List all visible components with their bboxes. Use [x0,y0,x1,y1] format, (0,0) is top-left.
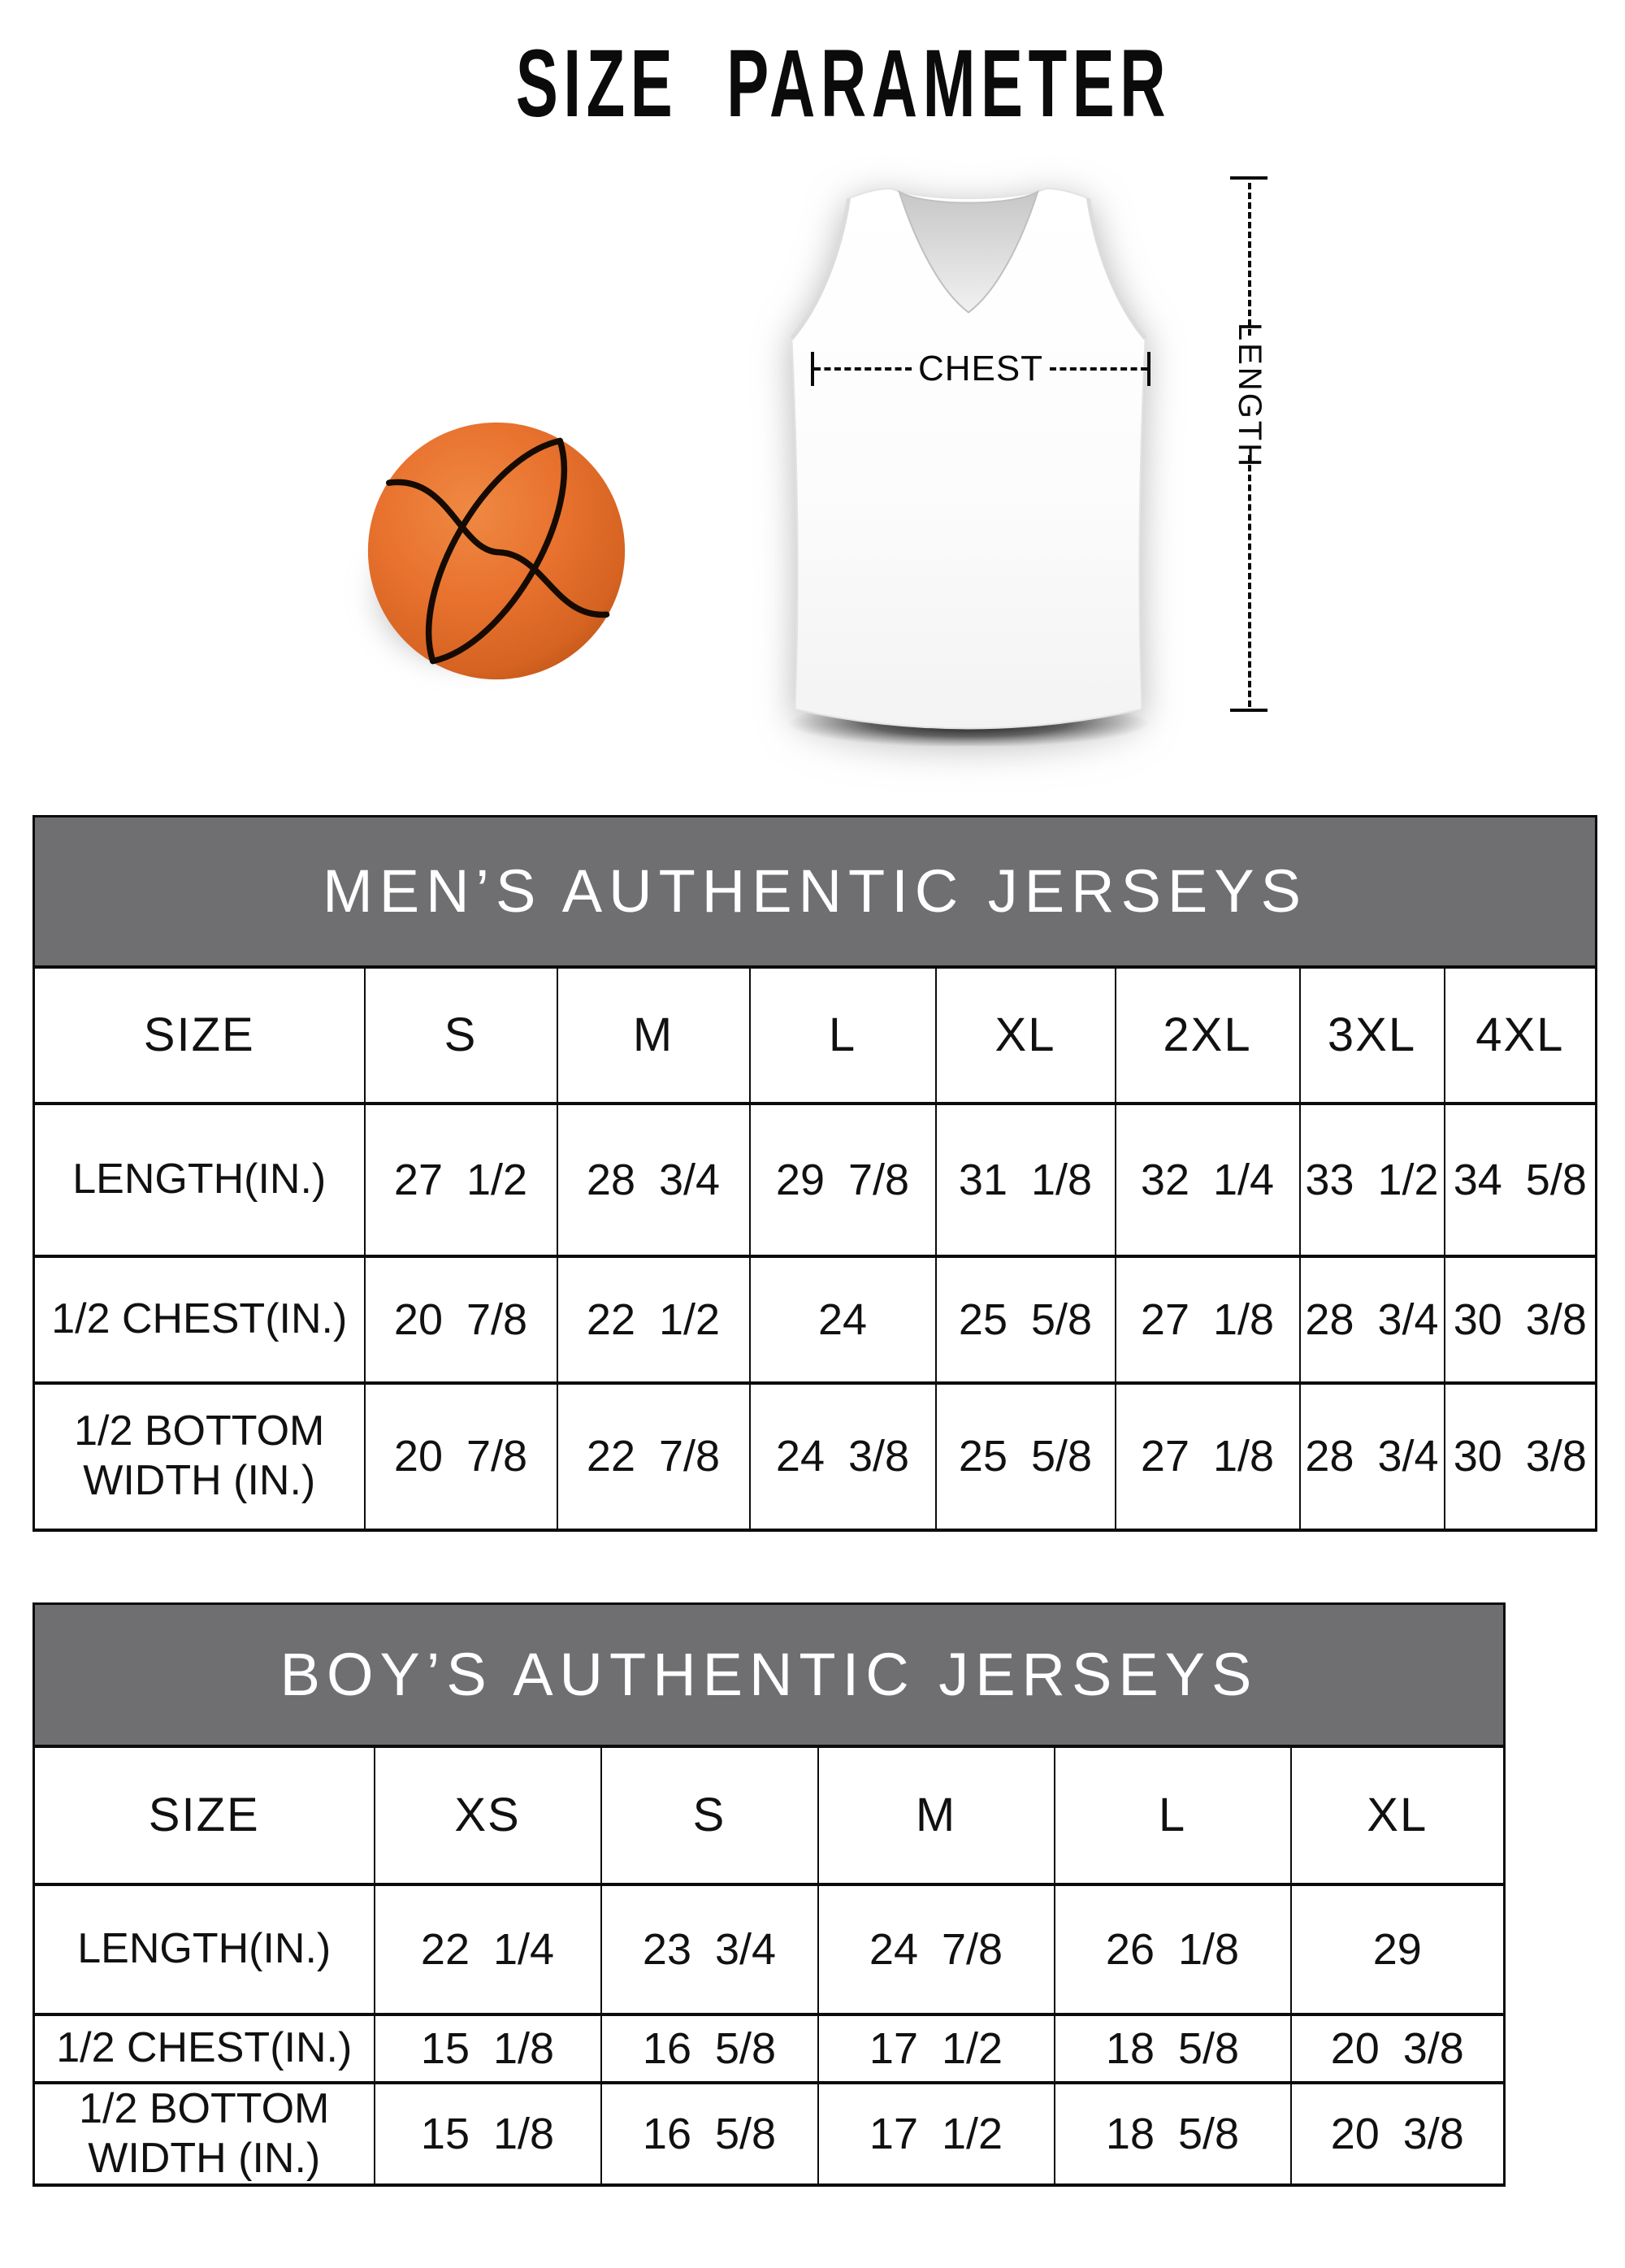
mens-table-title: MEN’S AUTHENTIC JERSEYS [323,856,1308,925]
value-cell: 30 3/8 [1443,1381,1597,1532]
value-cell: 20 7/8 [363,1254,558,1385]
jersey-image [787,188,1150,746]
value-cell: 28 3/4 [556,1101,751,1258]
value-cell: 29 7/8 [748,1101,937,1258]
value-cell: 15 1/8 [373,2012,602,2084]
chest-left-tick [811,352,814,386]
value-cell: 22 1/2 [556,1254,751,1385]
col-header-cell: M [556,965,751,1105]
row-label-cell: 1/2 CHEST(IN.) [32,2012,375,2084]
chest-right-tick [1147,352,1150,386]
col-header-cell: SIZE [32,965,366,1105]
value-cell: 18 5/8 [1053,2080,1292,2188]
table-row: 1/2 CHEST(IN.) 20 7/8 22 1/2 24 25 5/8 2… [32,1254,1597,1385]
boys-size-table: BOY’S AUTHENTIC JERSEYS SIZE XS S M L XL… [32,1602,1506,2188]
value-cell: 31 1/8 [934,1101,1116,1258]
value-cell: 20 7/8 [363,1381,558,1532]
col-header-cell: XL [1289,1744,1506,1886]
row-label-cell: LENGTH(IN.) [32,1882,375,2016]
value-cell: 20 3/8 [1289,2080,1506,2188]
value-cell: 24 3/8 [748,1381,937,1532]
row-label-cell: 1/2 BOTTOM WIDTH (IN.) [32,1381,366,1532]
value-cell: 15 1/8 [373,2080,602,2188]
col-header-cell: 4XL [1443,965,1597,1105]
length-bottom-tick [1230,709,1268,712]
table-row: LENGTH(IN.) 22 1/4 23 3/4 24 7/8 26 1/8 … [32,1882,1506,2016]
value-cell: 28 3/4 [1298,1254,1445,1385]
value-cell: 17 1/2 [817,2012,1055,2084]
table-row: 1/2 BOTTOM WIDTH (IN.) 15 1/8 16 5/8 17 … [32,2080,1506,2188]
value-cell: 22 7/8 [556,1381,751,1532]
value-cell: 25 5/8 [934,1381,1116,1532]
value-cell: 26 1/8 [1053,1882,1292,2016]
value-cell: 16 5/8 [600,2080,819,2188]
col-header-cell: L [1053,1744,1292,1886]
value-cell: 17 1/2 [817,2080,1055,2188]
row-label-cell: 1/2 CHEST(IN.) [32,1254,366,1385]
mens-table-caption: MEN’S AUTHENTIC JERSEYS [33,816,1597,969]
col-header-cell: S [600,1744,819,1886]
value-cell: 24 [748,1254,937,1385]
table-row: SIZE XS S M L XL [32,1744,1506,1886]
table-row: MEN’S AUTHENTIC JERSEYS [33,816,1597,969]
col-header-cell: SIZE [32,1744,375,1886]
length-dashed-line-bottom [1248,455,1251,707]
value-cell: 18 5/8 [1053,2012,1292,2084]
col-header-cell: L [748,965,937,1105]
value-cell: 23 3/4 [600,1882,819,2016]
col-header-cell: M [817,1744,1055,1886]
col-header-cell: XS [373,1744,602,1886]
col-header-cell: 3XL [1298,965,1445,1105]
basketball-image [367,422,626,680]
col-header-cell: S [363,965,558,1105]
length-top-tick [1230,176,1268,180]
table-row: 1/2 CHEST(IN.) 15 1/8 16 5/8 17 1/2 18 5… [32,2012,1506,2084]
chest-dashed-line-right [1050,367,1147,371]
length-dashed-line-top [1248,183,1251,336]
chest-measurement: CHEST [811,349,1150,388]
chest-dashed-line-left [814,367,912,371]
mens-size-table: MEN’S AUTHENTIC JERSEYS SIZE S M L XL 2X… [32,815,1598,1532]
value-cell: 22 1/4 [373,1882,602,2016]
table-row: LENGTH(IN.) 27 1/2 28 3/4 29 7/8 31 1/8 … [32,1101,1597,1258]
boys-table-caption: BOY’S AUTHENTIC JERSEYS [33,1603,1505,1748]
value-cell: 25 5/8 [934,1254,1116,1385]
value-cell: 28 3/4 [1298,1381,1445,1532]
col-header-cell: XL [934,965,1116,1105]
page-title: SIZE PARAMETER [515,30,1172,137]
value-cell: 24 7/8 [817,1882,1055,2016]
boys-table-title: BOY’S AUTHENTIC JERSEYS [280,1640,1259,1708]
chest-label: CHEST [917,349,1044,388]
table-row: 1/2 BOTTOM WIDTH (IN.) 20 7/8 22 7/8 24 … [32,1381,1597,1532]
value-cell: 27 1/2 [363,1101,558,1258]
table-row: SIZE S M L XL 2XL 3XL 4XL [32,965,1597,1105]
value-cell: 27 1/8 [1114,1381,1301,1532]
row-label-cell: 1/2 BOTTOM WIDTH (IN.) [32,2080,375,2188]
col-header-cell: 2XL [1114,965,1301,1105]
value-cell: 20 3/8 [1289,2012,1506,2084]
row-label-cell: LENGTH(IN.) [32,1101,366,1258]
value-cell: 30 3/8 [1443,1254,1597,1385]
value-cell: 34 5/8 [1443,1101,1597,1258]
value-cell: 33 1/2 [1298,1101,1445,1258]
value-cell: 29 [1289,1882,1506,2016]
value-cell: 27 1/8 [1114,1254,1301,1385]
value-cell: 32 1/4 [1114,1101,1301,1258]
table-row: BOY’S AUTHENTIC JERSEYS [33,1603,1505,1748]
value-cell: 16 5/8 [600,2012,819,2084]
